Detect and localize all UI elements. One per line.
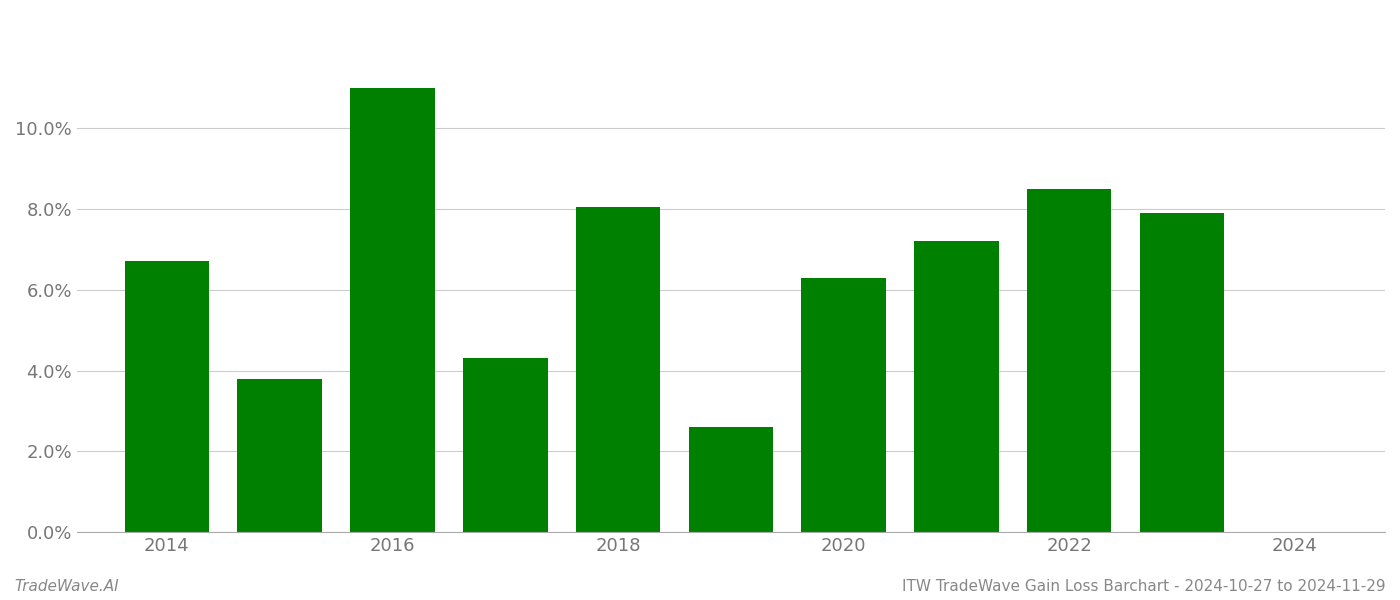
Bar [575, 207, 661, 532]
Bar [238, 379, 322, 532]
Bar [463, 358, 547, 532]
Bar [350, 88, 435, 532]
Text: TradeWave.AI: TradeWave.AI [14, 579, 119, 594]
Bar [689, 427, 773, 532]
Text: ITW TradeWave Gain Loss Barchart - 2024-10-27 to 2024-11-29: ITW TradeWave Gain Loss Barchart - 2024-… [903, 579, 1386, 594]
Bar [914, 241, 998, 532]
Bar [801, 278, 886, 532]
Bar [125, 262, 209, 532]
Bar [1026, 189, 1112, 532]
Bar [1140, 213, 1224, 532]
